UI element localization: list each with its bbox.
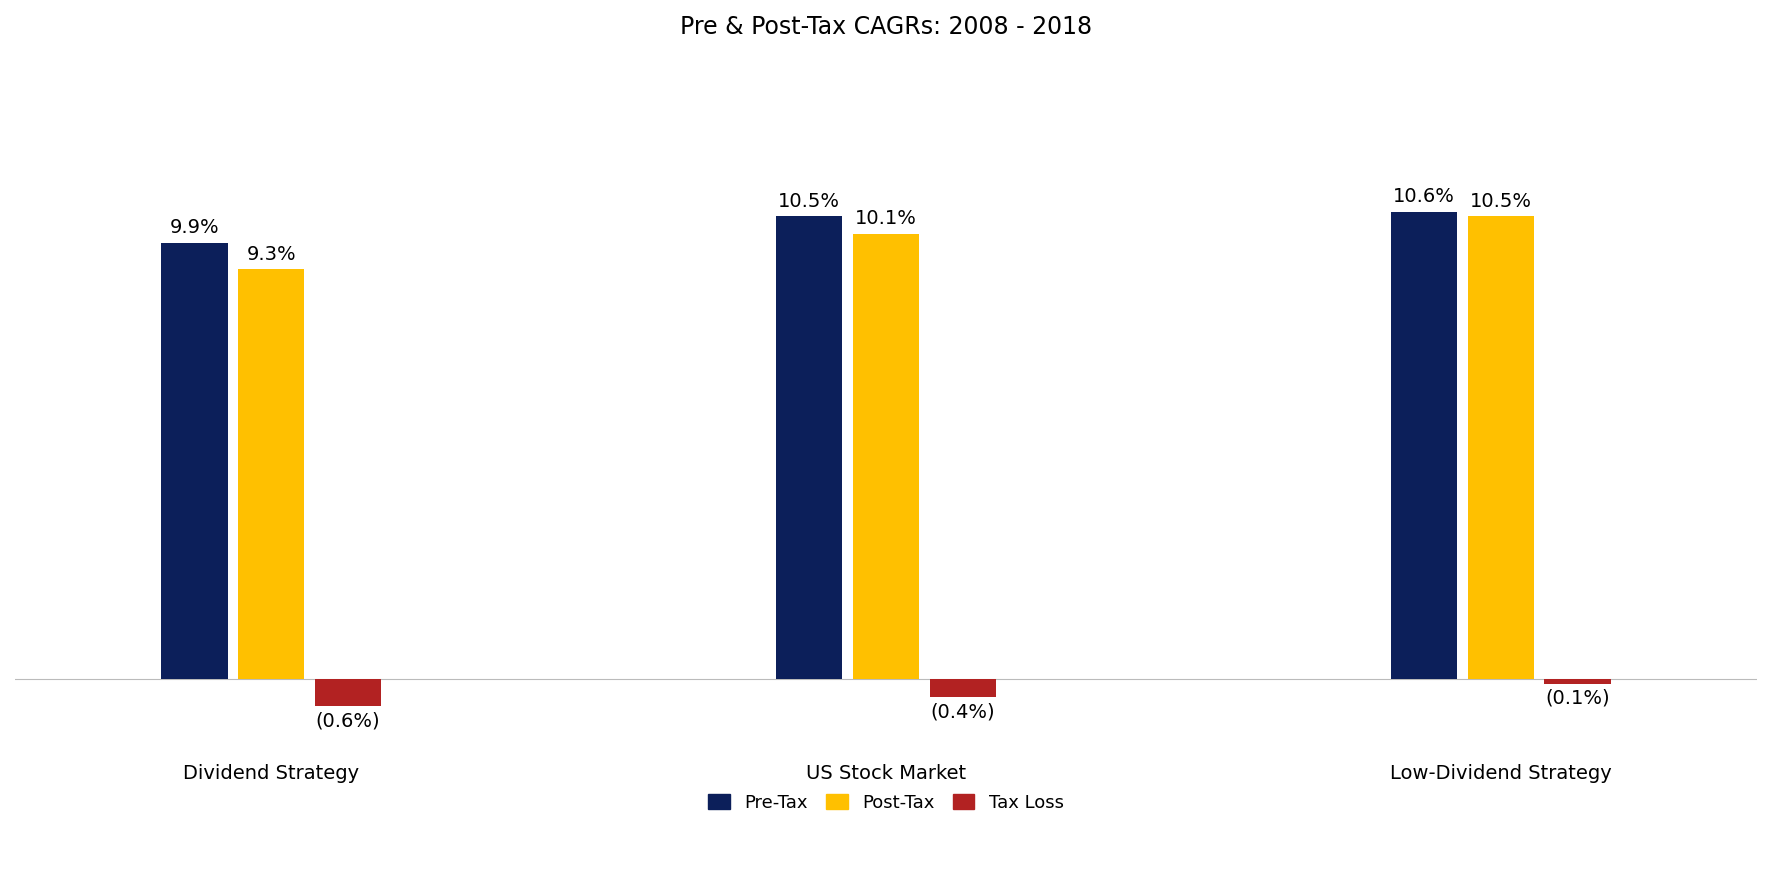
Bar: [1391, 212, 1457, 680]
Text: 10.6%: 10.6%: [1393, 188, 1455, 206]
Text: 10.1%: 10.1%: [856, 209, 916, 229]
Bar: [1467, 216, 1535, 680]
Text: 10.5%: 10.5%: [1469, 192, 1531, 211]
Bar: [852, 234, 920, 680]
Bar: [161, 243, 227, 680]
Title: Pre & Post-Tax CAGRs: 2008 - 2018: Pre & Post-Tax CAGRs: 2008 - 2018: [680, 15, 1092, 39]
Bar: [1545, 680, 1611, 684]
Text: (0.1%): (0.1%): [1545, 689, 1611, 708]
Bar: [930, 680, 996, 697]
Text: 9.3%: 9.3%: [246, 245, 296, 264]
Bar: [237, 269, 305, 680]
Bar: [776, 216, 842, 680]
Text: (0.4%): (0.4%): [930, 703, 996, 721]
Text: 10.5%: 10.5%: [778, 192, 840, 211]
Legend: Pre-Tax, Post-Tax, Tax Loss: Pre-Tax, Post-Tax, Tax Loss: [702, 787, 1070, 820]
Bar: [315, 680, 381, 706]
Text: (0.6%): (0.6%): [315, 711, 381, 730]
Text: 9.9%: 9.9%: [170, 218, 220, 237]
